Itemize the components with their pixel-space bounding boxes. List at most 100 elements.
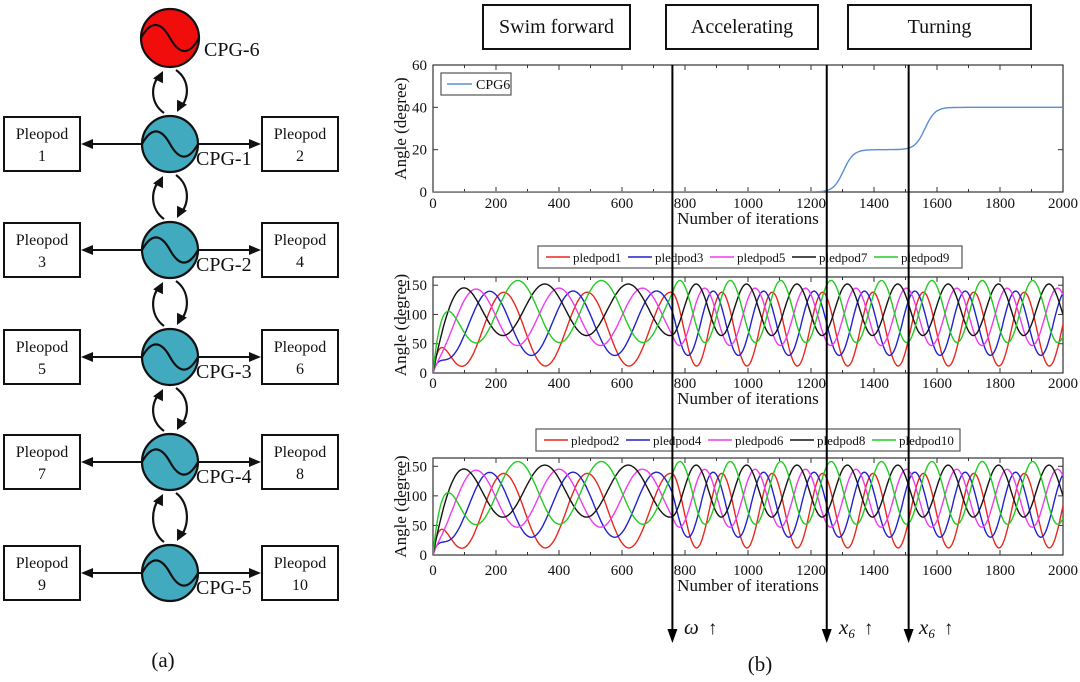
pleopod-box-border (261, 329, 339, 385)
pleopod-title: Pleopod (274, 232, 326, 249)
cpg-node-3 (140, 327, 200, 387)
output-arrows (81, 352, 261, 362)
timeline-arrowhead-2 (821, 629, 832, 643)
x-tick-label: 400 (548, 376, 571, 392)
output-arrows (81, 457, 261, 467)
x-tick-label: 2000 (1048, 196, 1078, 212)
pleopod-number: 9 (38, 577, 46, 594)
oscillator-wave-icon (141, 343, 199, 371)
x-tick-label: 1000 (733, 563, 763, 579)
arrowhead-left (81, 352, 93, 362)
x-tick-label: 1000 (733, 196, 763, 212)
arrowhead-down (177, 417, 187, 430)
cpg-network-diagram: CPG-6Pleopod1Pleopod2CPG-1Pleopod3Pleopo… (3, 7, 339, 603)
arrowhead-down (177, 99, 187, 112)
cpg-node-4 (140, 432, 200, 492)
pleopod-box-right: Pleopod 4 (261, 222, 339, 278)
x-tick-label: 1600 (922, 376, 952, 392)
x-tick-label: 400 (548, 563, 571, 579)
legend-label: pledpod6 (735, 433, 784, 448)
x-tick-label: 600 (611, 376, 634, 392)
pleopod-box-right: Pleopod 10 (261, 545, 339, 601)
y-tick-label: 60 (412, 58, 427, 74)
timeline-arrowhead-3 (903, 629, 914, 643)
x-tick-label: 1200 (796, 563, 826, 579)
arrowhead-right (249, 457, 261, 467)
x-axis-label: Number of iterations (677, 209, 819, 228)
legend-label: pledpod7 (819, 250, 868, 265)
x-tick-label: 1400 (859, 376, 889, 392)
legend-label: pledpod4 (653, 433, 702, 448)
y-axis-label: Angle (degree) (391, 455, 410, 557)
y-tick-label: 50 (412, 518, 427, 534)
output-arrows (81, 245, 261, 255)
arrowhead-down (177, 312, 187, 325)
pleopod-title: Pleopod (16, 339, 68, 356)
pleopod-title: Pleopod (16, 126, 68, 143)
pleopod-box-border (261, 545, 339, 601)
x-tick-label: 200 (485, 376, 508, 392)
arrowhead-right (249, 245, 261, 255)
y-tick-label: 150 (405, 278, 428, 294)
x-tick-label: 800 (674, 196, 697, 212)
pleopod-box-border (3, 434, 81, 490)
pleopod-number: 6 (296, 361, 304, 378)
oscillator-wave-icon (141, 236, 199, 264)
timeline-annotation-x6: x6 ↑ (839, 615, 874, 641)
pleopod-number: 8 (296, 466, 304, 483)
x-tick-label: 1200 (796, 376, 826, 392)
x-tick-label: 0 (429, 563, 437, 579)
plot-border (432, 64, 1064, 193)
timeline-annotation-omega: ω ↑ (684, 615, 718, 639)
x-tick-label: 1800 (985, 196, 1015, 212)
legend-label: pledpod5 (737, 250, 785, 265)
y-tick-label: 100 (405, 489, 428, 505)
x-tick-label: 400 (548, 196, 571, 212)
series-group (433, 106, 1063, 192)
pleopod-box-left: Pleopod 3 (3, 222, 81, 278)
x-tick-label: 1800 (985, 376, 1015, 392)
pleopod-title: Pleopod (274, 339, 326, 356)
arrowhead-left (81, 457, 93, 467)
oscillator-wave-icon (141, 130, 199, 158)
oscillator-wave-icon (141, 559, 199, 587)
pleopod-box-right: Pleopod 2 (261, 116, 339, 172)
legend-label: pledpod3 (655, 250, 703, 265)
legend-label: pledpod8 (817, 433, 865, 448)
y-axis-label: Angle (degree) (391, 274, 410, 376)
pleopod-title: Pleopod (16, 232, 68, 249)
arrowhead-right (249, 568, 261, 578)
arrowhead-left (81, 139, 93, 149)
series-CPG6 (433, 106, 1063, 192)
pleopod-number: 7 (38, 466, 46, 483)
pleopod-number: 5 (38, 361, 46, 378)
x-tick-label: 0 (429, 196, 437, 212)
plot-border (432, 276, 1064, 374)
x-tick-label: 600 (611, 196, 634, 212)
cpg-node-6 (139, 7, 201, 69)
series-group (433, 460, 1063, 555)
x-tick-label: 1600 (922, 196, 952, 212)
arrowhead-right (249, 139, 261, 149)
series-pledpod8 (433, 464, 1063, 555)
arrowhead-left (81, 245, 93, 255)
x-tick-label: 2000 (1048, 376, 1078, 392)
legend-label: pledpod1 (573, 250, 621, 265)
series-pledpod9 (433, 279, 1063, 373)
series-pledpod1 (433, 291, 1063, 373)
caption-b: (b) (747, 652, 773, 676)
legend-box (537, 245, 963, 269)
oscillator-wave-icon (141, 448, 199, 476)
plot-border (432, 457, 1064, 556)
pleopod-box-border (3, 222, 81, 278)
arrowhead-right (249, 352, 261, 362)
arrowhead-up (153, 71, 163, 84)
y-tick-label: 0 (420, 548, 428, 564)
series-group (433, 279, 1063, 373)
series-pledpod6 (433, 468, 1063, 555)
coupling-arrows (152, 492, 188, 543)
x-tick-label: 1400 (859, 196, 889, 212)
pleopod-title: Pleopod (16, 444, 68, 461)
pleopod-box-left: Pleopod 9 (3, 545, 81, 601)
